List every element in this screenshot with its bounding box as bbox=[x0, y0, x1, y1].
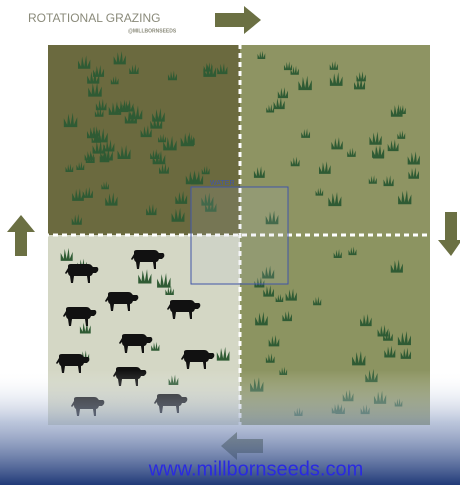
water-area bbox=[191, 187, 288, 284]
arrow-right bbox=[215, 6, 261, 34]
handle: @MILLBORNSEEDS bbox=[128, 28, 177, 34]
footer-url: www.millbornseeds.com bbox=[148, 458, 364, 480]
page: {"header": {"title": "ROTATIONAL GRAZING… bbox=[0, 0, 460, 485]
diagram: ROTATIONAL GRAZING @MILLBORNSEEDS WATER … bbox=[0, 0, 460, 485]
water-label: WATER bbox=[210, 180, 235, 187]
arrow-up bbox=[7, 215, 35, 256]
arrow-down bbox=[438, 212, 460, 256]
title: ROTATIONAL GRAZING bbox=[28, 11, 160, 25]
